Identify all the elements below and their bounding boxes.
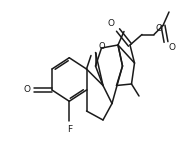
Text: O: O — [108, 19, 115, 28]
Text: O: O — [168, 44, 175, 52]
Text: F: F — [67, 124, 72, 134]
Text: O: O — [156, 24, 163, 33]
Text: O: O — [99, 42, 105, 51]
Text: O: O — [24, 85, 31, 94]
